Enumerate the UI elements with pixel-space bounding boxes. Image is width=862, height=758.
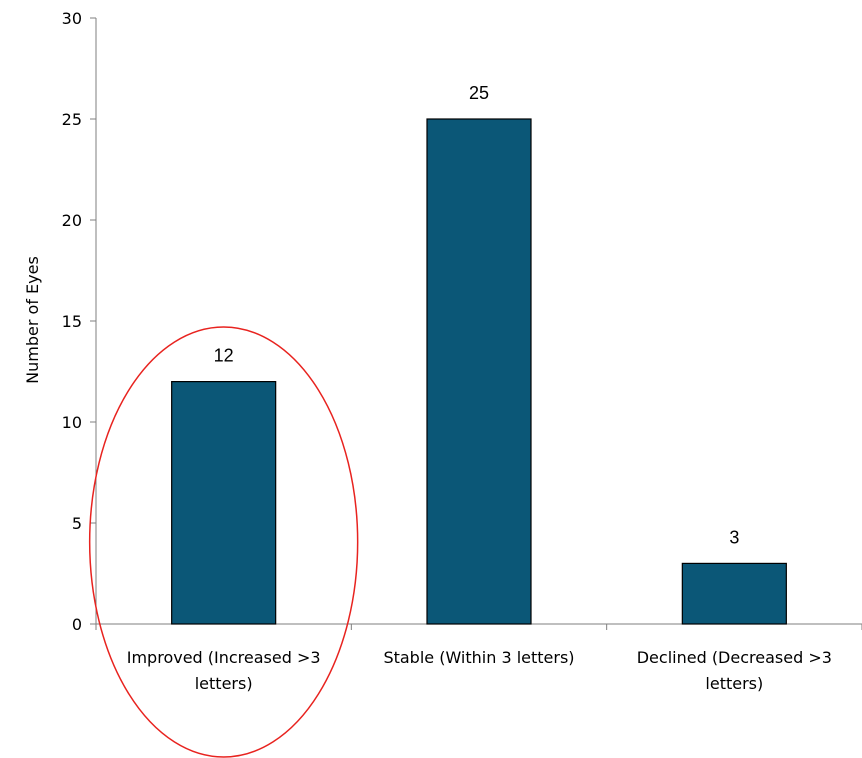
x-category-label: letters) <box>705 674 763 693</box>
highlight-annotation <box>88 326 359 758</box>
bar <box>171 381 277 625</box>
x-category-label: Stable (Within 3 letters) <box>383 648 574 667</box>
y-tick-label: 0 <box>72 615 82 634</box>
y-tick-label: 30 <box>62 9 82 28</box>
data-label: 12 <box>214 346 234 366</box>
x-category-label: Declined (Decreased >3 <box>637 648 832 667</box>
y-tick-labels: 0 5 10 15 20 25 30 <box>62 9 82 634</box>
y-tick-label: 5 <box>72 514 82 533</box>
data-labels: 12 25 3 <box>214 83 740 547</box>
bar <box>426 118 532 625</box>
bars <box>171 118 787 625</box>
y-axis-title: Number of Eyes <box>23 256 42 384</box>
highlight-ellipse <box>88 326 359 758</box>
bar <box>681 562 787 625</box>
x-category-label: letters) <box>195 674 253 693</box>
y-tick-label: 15 <box>62 312 82 331</box>
x-category-labels: Improved (Increased >3 letters) Stable (Wi… <box>127 648 832 693</box>
y-tick-label: 10 <box>62 413 82 432</box>
y-tick-label: 25 <box>62 110 82 129</box>
y-tick-label: 20 <box>62 211 82 230</box>
x-category-label: Improved (Increased >3 <box>127 648 321 667</box>
data-label: 3 <box>729 527 739 547</box>
data-label: 25 <box>469 83 489 103</box>
